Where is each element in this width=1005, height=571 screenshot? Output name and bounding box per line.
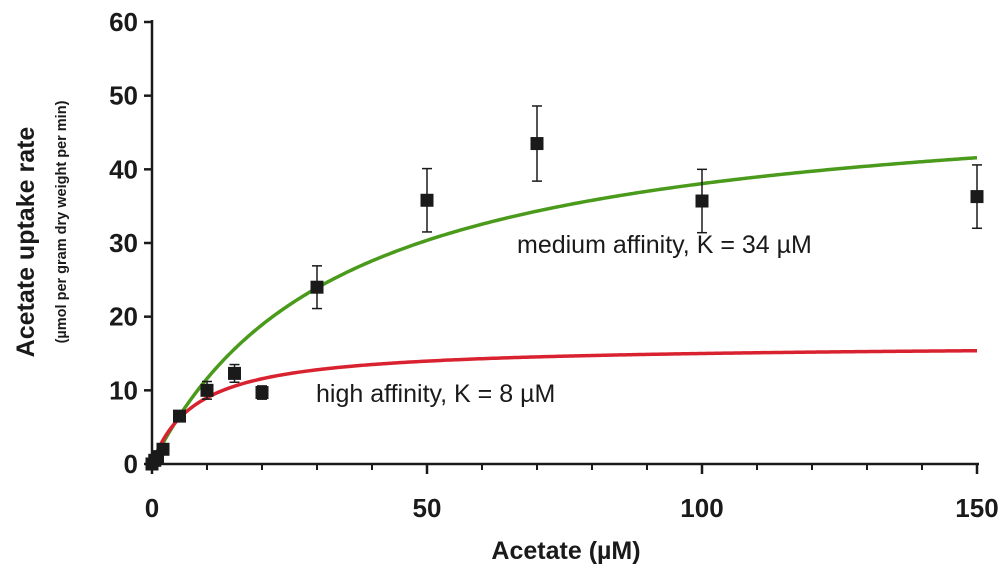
x-axis-title: Acetate (µM) bbox=[491, 537, 640, 565]
data-point bbox=[156, 442, 170, 456]
data-point bbox=[310, 280, 324, 294]
data-point bbox=[970, 190, 984, 204]
y-tick-label: 0 bbox=[124, 449, 138, 479]
y-tick-label: 60 bbox=[109, 7, 138, 37]
y-tick-label: 40 bbox=[109, 154, 138, 184]
fit-curves bbox=[150, 155, 978, 465]
medium-affinity-fit-line bbox=[150, 155, 978, 465]
y-tick-label: 20 bbox=[109, 302, 138, 332]
data-point bbox=[173, 409, 186, 423]
y-tick-label: 10 bbox=[109, 375, 138, 405]
y-tick-label: 30 bbox=[109, 228, 138, 258]
data-point bbox=[695, 194, 709, 208]
medium-affinity-label: medium affinity, K = 34 µM bbox=[517, 231, 812, 259]
high-affinity-label: high affinity, K = 8 µM bbox=[316, 380, 555, 408]
data-point bbox=[228, 366, 241, 380]
y-tick-label: 50 bbox=[109, 81, 138, 111]
x-tick-label: 50 bbox=[413, 493, 442, 523]
data-point bbox=[530, 137, 544, 151]
x-tick-label: 100 bbox=[680, 493, 723, 523]
x-tick-label: 0 bbox=[145, 493, 159, 523]
axes: 0 10 20 30 40 50 60 0 50 100 150 bbox=[109, 7, 999, 523]
high-affinity-fit-line bbox=[150, 348, 978, 465]
y-axis-subtitle: (µmol per gram dry weight per min) bbox=[54, 100, 70, 343]
y-axis-title: Acetate uptake rate bbox=[12, 127, 40, 358]
data-points bbox=[145, 105, 984, 471]
x-tick-label: 150 bbox=[955, 493, 998, 523]
data-point bbox=[255, 386, 269, 400]
data-point bbox=[420, 193, 434, 207]
data-point bbox=[200, 383, 214, 397]
